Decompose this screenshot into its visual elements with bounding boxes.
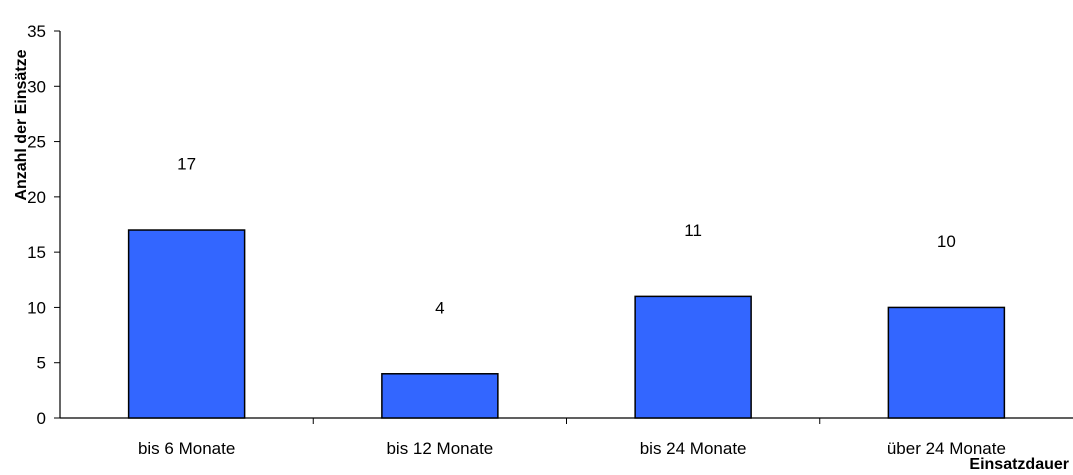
bar — [887, 306, 1006, 419]
y-tick-label: 30 — [27, 77, 46, 96]
data-label: 10 — [937, 232, 956, 251]
y-tick-label: 10 — [27, 298, 46, 317]
y-tick-label: 5 — [37, 354, 46, 373]
y-axis-title: Anzahl der Einsätze — [13, 49, 30, 200]
bar — [381, 373, 499, 419]
y-tick-label: 15 — [27, 243, 46, 262]
data-label: 11 — [684, 221, 702, 240]
y-tick-label: 0 — [37, 409, 46, 428]
y-tick-label: 25 — [27, 133, 46, 152]
data-label: 17 — [177, 155, 196, 174]
labels: 0 5 10 15 20 25 30 35 17 bis 6 Monate 4 bis 12 Mona… — [27, 22, 1006, 458]
bar — [634, 295, 752, 419]
x-tick-label: bis 6 Monate — [138, 439, 235, 458]
x-tick-label: bis 24 Monate — [640, 439, 747, 458]
x-axis-title: Einsatzdauer — [969, 456, 1069, 473]
y-tick-label: 35 — [27, 22, 46, 41]
x-tick-label: über 24 Monate — [887, 439, 1006, 458]
data-label: 4 — [435, 298, 444, 317]
x-tick-label: bis 12 Monate — [386, 439, 493, 458]
y-tick-label: 20 — [27, 188, 46, 207]
bars — [127, 229, 1006, 419]
bar — [127, 229, 246, 419]
